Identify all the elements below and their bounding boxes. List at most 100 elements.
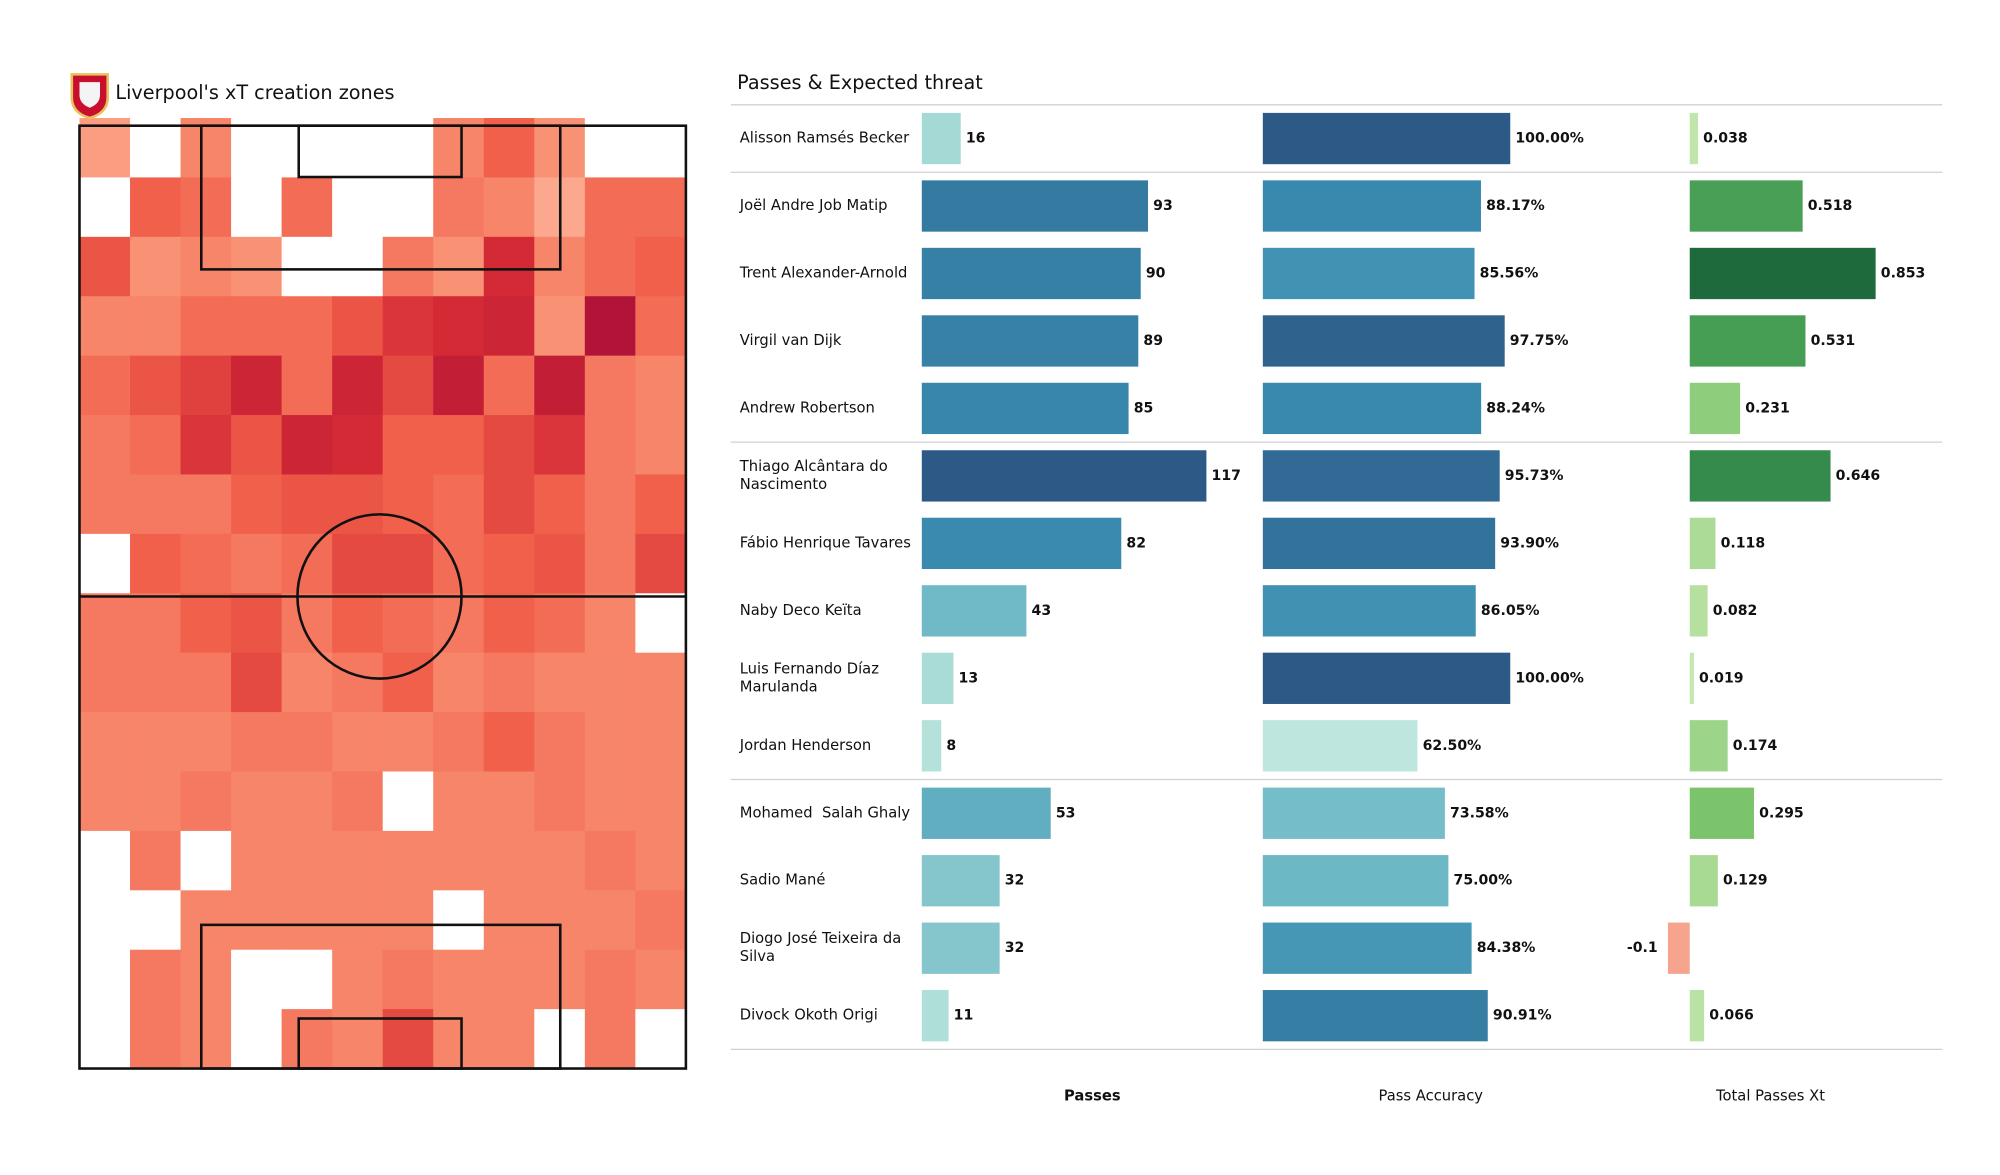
player-name: Naby Deco Keïta [740,602,862,619]
value-label: 11 [954,1008,974,1024]
column-label: Total Passes Xt [1715,1088,1825,1105]
value-label: 100.00% [1515,131,1583,147]
value-label: 75.00% [1454,873,1513,889]
heat-cell [584,236,637,297]
bar [1262,180,1481,232]
bar [1262,720,1418,772]
heat-cell [433,949,485,1010]
heat-cell [382,415,434,476]
heat-cell [130,474,182,535]
heat-cell [332,533,384,594]
heat-cell [483,533,535,594]
heat-cell [433,236,485,297]
bar [1262,315,1505,367]
bar [921,112,961,165]
heat-cell [584,474,637,535]
heat-cell [332,830,384,891]
pitch [78,124,688,1070]
heat-cell [130,296,182,357]
bar [1689,585,1708,637]
heat-cell [534,533,586,594]
heat-cell [180,593,232,654]
bar [1689,517,1716,570]
value-label: 0.531 [1811,333,1856,349]
player-name: Marulanda [740,678,818,695]
heat-cell [635,177,687,238]
heatmap-title: Liverpool's xT creation zones [115,81,394,104]
heat-cell [281,593,333,654]
heat-cell [231,949,283,1010]
value-label: 32 [1005,873,1025,889]
value-label: 88.17% [1486,198,1545,214]
bar [1262,652,1511,704]
value-label: 16 [966,131,986,147]
value-label: 53 [1056,805,1076,821]
bar [1689,855,1718,907]
value-label: 0.082 [1713,603,1758,619]
heat-cell [79,771,131,832]
value-label: 86.05% [1481,603,1540,619]
player-name: Nascimento [740,476,827,493]
player-name: Andrew Robertson [740,399,875,416]
heat-cell [231,1009,283,1070]
heat-cell [231,830,283,891]
bar [1689,247,1876,300]
value-label: 0.231 [1745,400,1790,416]
bar [1262,855,1449,907]
heat-cell [281,296,333,357]
heat-cell [79,593,131,654]
heat-cell [281,355,333,416]
heat-cell [483,474,535,535]
heat-cell [332,652,384,713]
value-label: 0.518 [1808,198,1853,214]
heat-cell [130,415,182,476]
heat-cell [382,533,434,594]
heat-cell [180,652,232,713]
heat-cell [635,415,687,476]
heat-cell [281,712,333,773]
heat-cell [433,830,485,891]
heat-cell [635,533,687,594]
bar [1262,787,1445,839]
column-label: Passes [1064,1088,1121,1105]
value-label: 0.646 [1836,468,1881,484]
bar [1262,382,1482,435]
heat-cell [180,415,232,476]
heat-cell [483,118,535,179]
heat-cell [79,652,131,713]
value-label: 84.38% [1477,940,1536,956]
heat-cell [433,177,485,238]
heat-cell [382,830,434,891]
heat-cell [180,1009,232,1070]
value-label: 0.129 [1723,873,1768,889]
heat-cell [635,118,687,179]
heat-cell [433,355,485,416]
heat-cell [79,1009,131,1070]
heat-cell [130,949,182,1010]
heat-cell [635,771,687,832]
player-name: Diogo José Teixeira da [740,930,901,947]
bar [921,247,1141,300]
heat-cell [332,236,384,297]
heat-cell [79,177,131,238]
heat-cell [180,949,232,1010]
value-label: 93 [1153,198,1173,214]
heat-cell [635,355,687,416]
value-label: 95.73% [1505,468,1564,484]
bar [1689,787,1755,839]
bar [1689,315,1806,367]
value-label: 0.853 [1881,265,1926,281]
heat-cell [180,474,232,535]
heat-cell [635,949,687,1010]
heat-cell [130,712,182,773]
heat-cell [635,652,687,713]
heat-cell [79,296,131,357]
player-name: Jordan Henderson [739,737,872,754]
value-label: 13 [959,670,979,686]
heat-cell [483,296,535,357]
heat-cell [584,652,637,713]
heat-cell [231,474,283,535]
value-label: 73.58% [1450,805,1509,821]
heat-cell [79,949,131,1010]
